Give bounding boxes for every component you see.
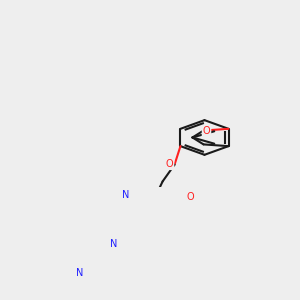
Text: N: N bbox=[76, 268, 83, 278]
Text: O: O bbox=[187, 192, 194, 202]
Text: N: N bbox=[122, 190, 130, 200]
Text: O: O bbox=[203, 126, 210, 136]
Text: O: O bbox=[166, 159, 173, 169]
Text: N: N bbox=[110, 239, 118, 250]
